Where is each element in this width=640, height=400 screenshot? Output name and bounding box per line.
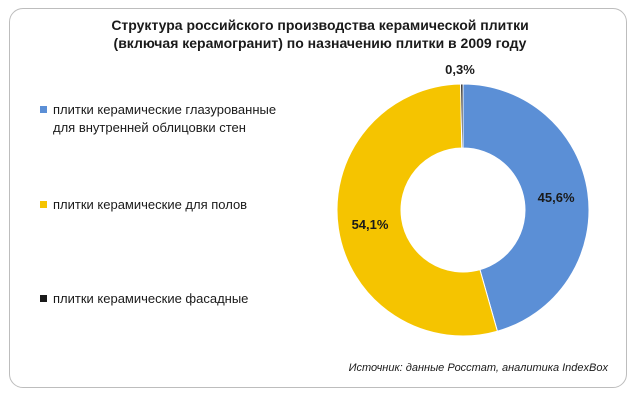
data-label-floor-tiles: 54,1% — [352, 217, 389, 232]
chart-title-line-2: (включая керамогранит) по назначению пли… — [113, 35, 527, 51]
chart-title: Структура российского производства керам… — [0, 16, 640, 52]
legend-swatch-floor-tiles — [40, 201, 47, 208]
data-label-facade-tiles: 0,3% — [445, 62, 475, 77]
legend-label-floor-tiles: плитки керамические для полов — [53, 197, 248, 212]
legend-item-wall-tiles: плитки керамические глазурованные для вн… — [40, 101, 300, 137]
legend-swatch-wall-tiles — [40, 106, 47, 113]
legend-item-facade-tiles: плитки керамические фасадные — [40, 290, 300, 308]
donut-slice-floor-tiles — [336, 83, 499, 337]
legend-swatch-facade-tiles — [40, 295, 47, 302]
donut-slice-wall-tiles — [462, 83, 590, 332]
source-note: Источник: данные Росстат, аналитика Inde… — [348, 362, 608, 374]
donut-slice-facade-tiles — [460, 83, 464, 149]
chart-title-line-1: Структура российского производства керам… — [111, 17, 529, 33]
data-label-wall-tiles: 45,6% — [538, 190, 575, 205]
legend-label-facade-tiles: плитки керамические фасадные — [53, 291, 249, 306]
legend-label-wall-tiles: плитки керамические глазурованные для вн… — [53, 102, 277, 135]
legend-item-floor-tiles: плитки керамические для полов — [40, 196, 300, 214]
